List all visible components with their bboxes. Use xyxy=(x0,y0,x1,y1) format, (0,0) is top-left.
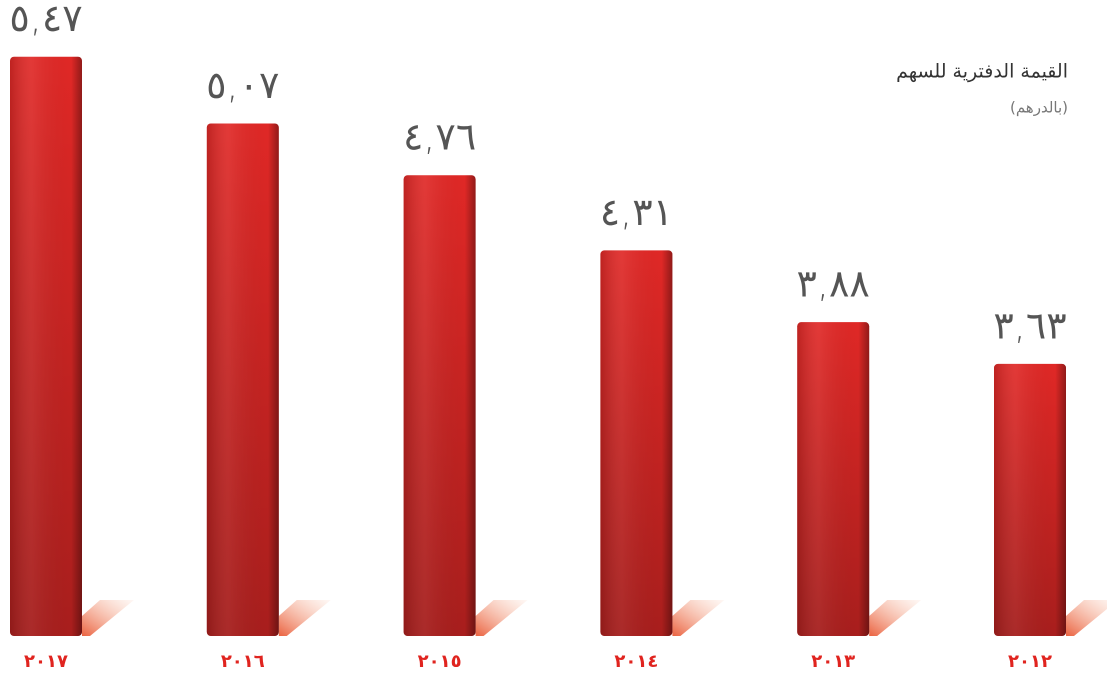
value-label: ٣,٦٣ xyxy=(993,303,1066,347)
bar-shadow xyxy=(1066,600,1107,636)
x-tick-label: ٢٠١٧ xyxy=(24,651,68,672)
chart-title: القيمة الدفترية للسهم xyxy=(896,61,1068,83)
x-tick-label: ٢٠١٢ xyxy=(1008,651,1052,672)
bar-shadow xyxy=(475,600,528,636)
chart-subtitle: (بالدرهم) xyxy=(1010,99,1068,117)
value-label: ٤,٧٦ xyxy=(403,115,476,159)
value-label: ٥,٤٧ xyxy=(9,0,82,40)
value-label: ٤,٣١ xyxy=(600,190,673,234)
x-tick-label: ٢٠١٤ xyxy=(614,651,658,672)
bar-shade xyxy=(10,56,82,637)
x-tick-label: ٢٠١٣ xyxy=(811,651,855,672)
bar-shadow xyxy=(82,600,134,636)
bar-shade xyxy=(994,363,1066,636)
bar-shadow xyxy=(672,600,725,636)
bar-shade xyxy=(600,250,673,636)
bar-shade xyxy=(206,123,279,637)
bar-shadow xyxy=(869,600,922,636)
value-label: ٥,٠٧ xyxy=(206,63,279,107)
bar-shade xyxy=(797,322,870,636)
x-tick-label: ٢٠١٦ xyxy=(221,651,265,672)
value-label: ٣,٨٨ xyxy=(797,262,870,306)
bar-shade xyxy=(403,175,476,636)
x-tick-label: ٢٠١٥ xyxy=(418,651,462,672)
bar-shadow xyxy=(278,600,331,636)
